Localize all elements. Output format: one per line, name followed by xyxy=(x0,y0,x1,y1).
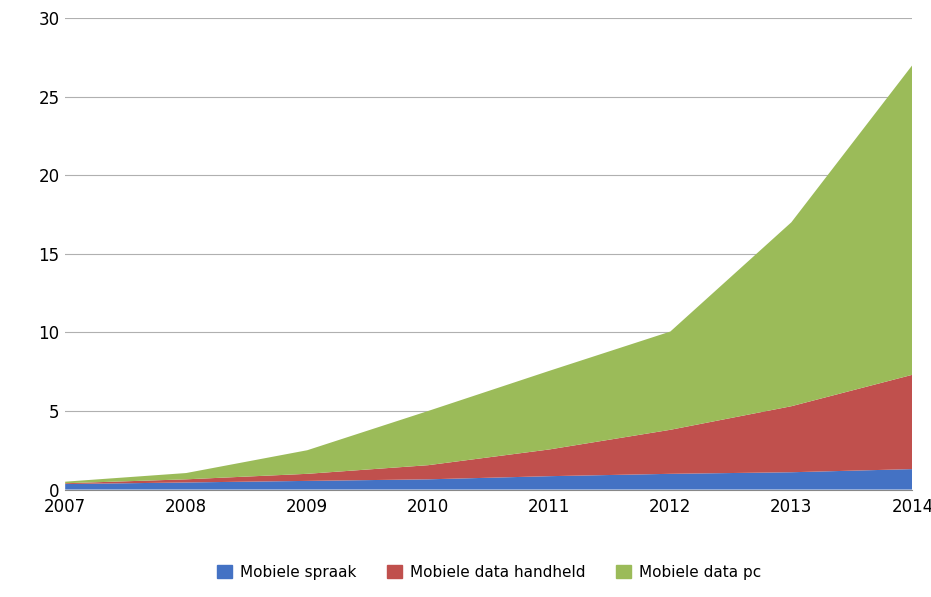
Legend: Mobiele spraak, Mobiele data handheld, Mobiele data pc: Mobiele spraak, Mobiele data handheld, M… xyxy=(210,558,767,586)
